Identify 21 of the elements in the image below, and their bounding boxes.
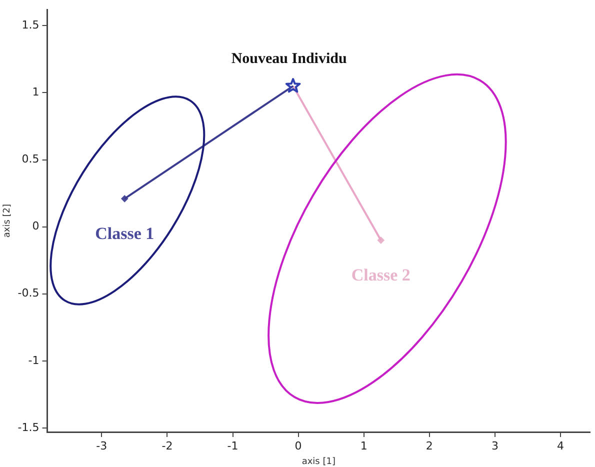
x-tick-label: -3 — [96, 439, 108, 452]
y-axis-title: axis [2] — [2, 204, 13, 238]
x-tick-label: 0 — [294, 439, 302, 452]
x-tick-label: 2 — [426, 439, 433, 452]
y-tick-label: 1 — [32, 86, 40, 99]
y-tick-label: -1 — [28, 354, 40, 367]
x-tick-label: 3 — [491, 439, 498, 452]
point — [285, 78, 301, 93]
y-tick-label: -0.5 — [18, 286, 40, 300]
x-tick-label: 4 — [557, 439, 564, 452]
series-label: Nouveau Individu — [231, 50, 347, 67]
series-label: Classe 1 — [95, 224, 154, 244]
x-tick-label: -2 — [162, 439, 173, 452]
series-label: Classe 2 — [351, 266, 410, 285]
x-tick-label: 1 — [360, 439, 368, 452]
y-tick-label: 0 — [32, 220, 40, 233]
y-tick-label: 0.5 — [22, 152, 40, 166]
x-axis-title: axis [1] — [302, 456, 336, 467]
y-tick-label: 1.5 — [22, 18, 40, 32]
y-tick-label: -1.5 — [18, 420, 40, 434]
x-tick-label: -1 — [227, 439, 238, 452]
